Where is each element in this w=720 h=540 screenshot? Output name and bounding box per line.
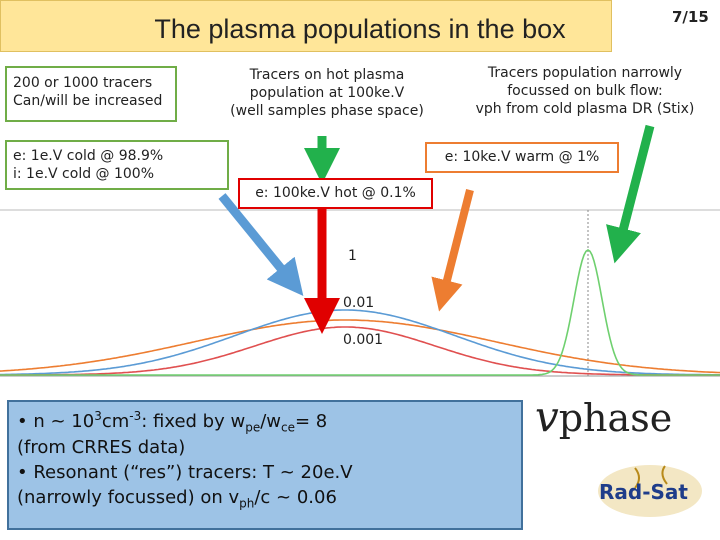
text-box: e: 10ke.V warm @ 1% [425,142,619,173]
title-box: The plasma populations in the box [0,0,612,52]
plot-label: 0.001 [343,332,383,348]
text-box: e: 100ke.V hot @ 0.1% [238,178,433,209]
text: • n ~ 10 [17,411,95,432]
text-line: Can/will be increased [13,93,163,110]
plot-label: 0.01 [343,295,374,311]
text-line: • n ~ 103cm-3: fixed by wpe/wce= 8 [17,408,513,436]
text-line: (well samples phase space) [230,103,424,120]
text-line: focussed on bulk flow: [507,83,663,100]
plot-label: 1 [348,248,357,264]
text-line: Tracers population narrowly [487,65,683,81]
curve [0,319,720,374]
logo-glyph [634,465,668,489]
text: /c ~ 0.06 [254,486,337,508]
logo-bg [598,465,702,517]
text-line: e: 1e.V cold @ 98.9% [13,148,164,164]
text: : fixed by w [141,411,246,432]
text: = 8 [294,411,328,432]
text: • Resonant (“res”) tracers: T ~ 20e.V [17,461,353,483]
curve [0,326,720,376]
text: -3 [129,409,142,423]
text: (narrowly focussed) on v [17,486,240,508]
curves [0,249,720,376]
text: (from CRRES data) [17,437,186,459]
text-line: 200 or 1000 tracers [13,75,153,91]
title: The plasma populations in the box [154,14,566,44]
arrow [431,189,474,312]
logo-text: Rad-Sat [599,480,688,504]
text-line: • Resonant (“res”) tracers: T ~ 20e.V [17,461,513,486]
arrow [606,124,655,264]
curve [0,249,720,376]
text-line: i: 1e.V cold @ 100% [13,166,155,183]
logo: Rad-Sat [595,462,705,520]
text-box: 200 or 1000 tracers Can/will be increase… [5,66,177,122]
curve [0,309,720,376]
text-line: e: 10ke.V warm @ 1% [444,149,600,165]
text: ph [239,496,255,511]
text-line: Tracers on hot plasma [249,67,405,83]
page-number: 7/15 [672,8,709,26]
logo-graphic [598,465,702,517]
text-box: Tracers population narrowly focussed on … [470,64,700,119]
text-box: Tracers on hot plasma population at 100k… [222,66,432,121]
subscript: phase [558,396,673,440]
axis-label: vphase [535,392,672,441]
arrow [218,193,304,296]
text-line: e: 100ke.V hot @ 0.1% [255,185,416,201]
symbol: v [535,392,559,441]
text-line: vph from cold plasma DR (Stix) [475,101,695,118]
text-line: (from CRRES data) [17,436,513,461]
text: cm [101,411,130,432]
text-box: e: 1e.V cold @ 98.9% i: 1e.V cold @ 100% [5,140,229,190]
text: 3 [94,409,102,423]
text-line: (narrowly focussed) on vph/c ~ 0.06 [17,486,513,512]
text: /w [260,411,281,432]
text-line: population at 100ke.V [249,85,405,102]
text: pe [245,420,261,435]
notes-box: • n ~ 103cm-3: fixed by wpe/wce= 8 (from… [7,400,523,530]
text: ce [281,420,295,435]
